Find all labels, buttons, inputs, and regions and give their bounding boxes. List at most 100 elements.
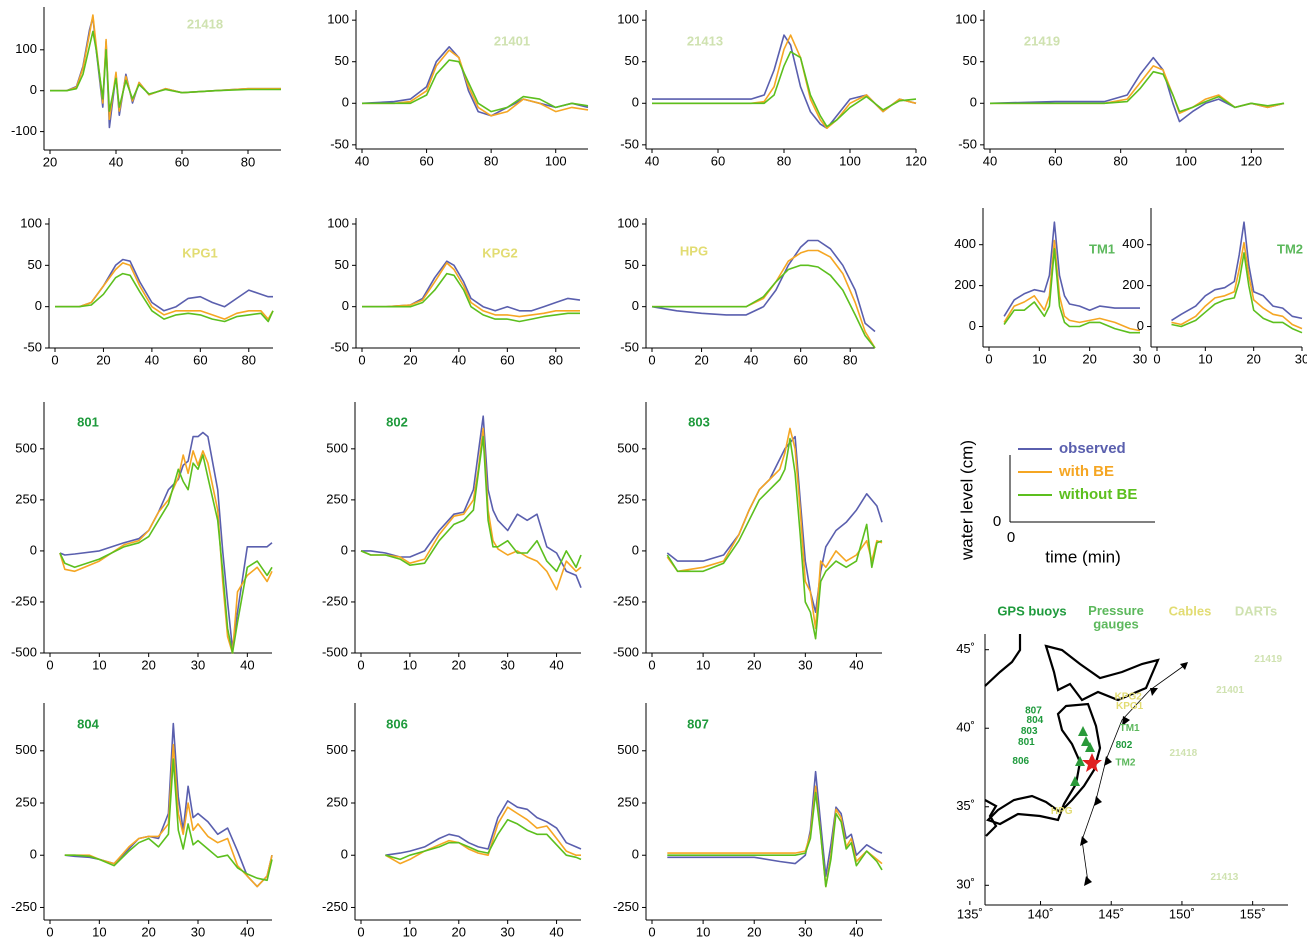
map-station-label: 804 xyxy=(1027,715,1044,726)
map-x-tick-label: 155˚ xyxy=(1240,906,1266,921)
y-tick-label: -50 xyxy=(620,339,639,354)
station-label: 21413 xyxy=(687,33,723,48)
x-tick-label: 20 xyxy=(1246,351,1260,366)
x-tick-label: 40 xyxy=(240,657,254,672)
series-line xyxy=(362,272,580,323)
series-line xyxy=(652,50,917,128)
x-tick-label: 0 xyxy=(357,657,364,672)
station-label: TM2 xyxy=(1277,241,1303,256)
y-tick-label: -50 xyxy=(330,339,349,354)
x-tick-label: 20 xyxy=(452,657,466,672)
series-line xyxy=(59,454,273,654)
x-tick-label: 40 xyxy=(355,153,369,168)
station-markers xyxy=(1070,726,1095,786)
y-tick-label: 400 xyxy=(954,236,976,251)
y-tick-label: -250 xyxy=(322,899,348,914)
y-tick-label: 250 xyxy=(15,491,37,506)
map-station-label: TM2 xyxy=(1115,757,1135,768)
y-tick-label: 100 xyxy=(617,215,639,230)
series-line xyxy=(666,437,883,640)
map-x-tick-label: 145˚ xyxy=(1098,906,1124,921)
x-tick-label: 80 xyxy=(843,352,857,367)
x-tick-label: 0 xyxy=(46,924,53,938)
x-tick-label: 40 xyxy=(849,657,863,672)
station-label: 21419 xyxy=(1024,33,1060,48)
legend-x-tick: 0 xyxy=(1007,529,1015,546)
map-station-label: 806 xyxy=(1012,756,1029,767)
series-line xyxy=(385,800,582,856)
y-tick-label: 0 xyxy=(341,847,348,862)
y-tick-label: 500 xyxy=(15,742,37,757)
series-line xyxy=(59,431,273,650)
series-line xyxy=(55,262,274,320)
series-line xyxy=(1003,221,1140,317)
y-tick-label: -500 xyxy=(11,644,37,659)
x-tick-label: 100 xyxy=(839,153,861,168)
y-tick-label: 50 xyxy=(625,257,639,272)
series-line xyxy=(666,435,883,613)
x-tick-label: 40 xyxy=(549,657,563,672)
station-label: TM1 xyxy=(1089,241,1115,256)
x-tick-label: 30 xyxy=(1295,351,1307,366)
series-line xyxy=(64,743,273,888)
y-tick-label: -500 xyxy=(322,644,348,659)
map-group-label: DARTs xyxy=(1235,603,1277,618)
x-tick-label: 10 xyxy=(1032,351,1046,366)
x-tick-label: 60 xyxy=(711,153,725,168)
x-tick-label: 10 xyxy=(403,924,417,938)
y-tick-label: 100 xyxy=(327,215,349,230)
x-tick-label: 60 xyxy=(1048,153,1062,168)
x-tick-label: 10 xyxy=(92,924,106,938)
x-tick-label: 60 xyxy=(419,153,433,168)
y-tick-label: -50 xyxy=(330,136,349,151)
map-station-label: 21413 xyxy=(1210,872,1238,883)
y-tick-label: 0 xyxy=(970,95,977,110)
x-tick-label: 20 xyxy=(452,924,466,938)
y-tick-label: 0 xyxy=(30,82,37,97)
map-station-label: KPG2 xyxy=(1115,691,1143,702)
map-station-label: 803 xyxy=(1021,726,1038,737)
y-tick-label: 500 xyxy=(326,440,348,455)
y-tick-label: 50 xyxy=(335,257,349,272)
x-tick-label: 30 xyxy=(191,924,205,938)
x-tick-label: 10 xyxy=(696,657,710,672)
series-line xyxy=(990,70,1285,113)
x-tick-label: 40 xyxy=(452,352,466,367)
y-tick-label: 250 xyxy=(15,794,37,809)
y-tick-label: 100 xyxy=(617,12,639,27)
y-tick-label: 200 xyxy=(954,277,976,292)
x-tick-label: 40 xyxy=(744,352,758,367)
x-tick-label: 0 xyxy=(648,657,655,672)
x-tick-label: 0 xyxy=(985,351,992,366)
station-label: 21401 xyxy=(494,33,530,48)
y-tick-label: 250 xyxy=(617,794,639,809)
x-tick-label: 100 xyxy=(545,153,567,168)
series-line xyxy=(652,264,876,349)
series-line xyxy=(361,415,582,588)
y-tick-label: 0 xyxy=(1137,318,1144,333)
map-y-tick-label: 30˚ xyxy=(956,877,975,892)
station-label: 807 xyxy=(687,716,709,731)
y-tick-label: 100 xyxy=(15,41,37,56)
y-tick-label: 50 xyxy=(963,53,977,68)
map-y-tick-label: 35˚ xyxy=(956,798,975,813)
y-tick-label: 0 xyxy=(632,298,639,313)
series-line xyxy=(652,249,876,349)
map-y-tick-label: 40˚ xyxy=(956,720,975,735)
series-line xyxy=(666,427,883,630)
series-line xyxy=(989,56,1285,123)
x-tick-label: 30 xyxy=(1133,351,1147,366)
epicenter-star xyxy=(1082,753,1102,772)
series-line xyxy=(362,49,589,117)
x-tick-label: 20 xyxy=(96,352,110,367)
y-tick-label: 250 xyxy=(326,794,348,809)
y-tick-label: -250 xyxy=(613,593,639,608)
x-tick-label: 20 xyxy=(694,352,708,367)
map-station-label: TM1 xyxy=(1120,723,1140,734)
y-tick-label: -250 xyxy=(11,899,37,914)
station-label: 804 xyxy=(77,716,99,731)
x-tick-label: 30 xyxy=(500,657,514,672)
map-group-label: Cables xyxy=(1169,603,1212,618)
map-x-tick-label: 135˚ xyxy=(957,906,983,921)
